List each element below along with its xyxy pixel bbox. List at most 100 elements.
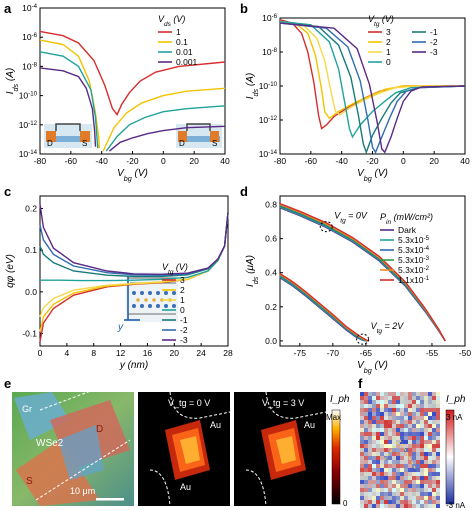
noise-cell — [424, 436, 428, 440]
noise-cell — [396, 412, 400, 416]
noise-cell — [432, 396, 436, 400]
noise-cell — [388, 496, 392, 500]
noise-cell — [404, 468, 408, 472]
noise-cell — [420, 392, 424, 396]
noise-cell — [436, 448, 440, 452]
legend-label: -2 — [430, 37, 438, 47]
x-tick-label: -20 — [366, 156, 379, 166]
noise-cell — [432, 488, 436, 492]
noise-cell — [380, 420, 384, 424]
noise-cell — [396, 472, 400, 476]
noise-cell — [408, 480, 412, 484]
noise-cell — [408, 500, 412, 504]
noise-cell — [428, 464, 432, 468]
y-tick-label: 0.2 — [25, 204, 37, 214]
noise-cell — [436, 412, 440, 416]
noise-cell — [420, 476, 424, 480]
label-source: S — [26, 476, 33, 487]
noise-cell — [416, 392, 420, 396]
noise-cell — [400, 428, 404, 432]
noise-cell — [388, 392, 392, 396]
noise-cell — [384, 396, 388, 400]
noise-cell — [412, 460, 416, 464]
noise-cell — [388, 416, 392, 420]
noise-cell — [360, 412, 364, 416]
noise-cell — [420, 496, 424, 500]
noise-cell — [408, 392, 412, 396]
noise-cell — [436, 424, 440, 428]
noise-cell — [436, 464, 440, 468]
noise-cell — [412, 496, 416, 500]
series-line-0.01 — [105, 105, 226, 152]
noise-cell — [400, 476, 404, 480]
noise-cell — [400, 448, 404, 452]
noise-cell — [368, 468, 372, 472]
y-tick-label: 10-14 — [19, 149, 38, 160]
noise-cell — [420, 488, 424, 492]
noise-cell — [376, 444, 380, 448]
noise-cell — [400, 436, 404, 440]
noise-cell — [400, 412, 404, 416]
noise-cell — [380, 436, 384, 440]
noise-cell — [392, 500, 396, 504]
noise-cell — [412, 480, 416, 484]
noise-cell — [428, 392, 432, 396]
x-tick-label: -80 — [274, 156, 287, 166]
noise-cell — [436, 396, 440, 400]
noise-cell — [368, 500, 372, 504]
noise-cell — [364, 432, 368, 436]
noise-cell — [388, 472, 392, 476]
noise-cell — [360, 420, 364, 424]
noise-cell — [420, 436, 424, 440]
noise-cell — [412, 444, 416, 448]
noise-cell — [412, 484, 416, 488]
noise-cell — [368, 464, 372, 468]
noise-cell — [388, 396, 392, 400]
noise-cell — [420, 464, 424, 468]
noise-cell — [372, 432, 376, 436]
x-tick-label: 20 — [429, 156, 439, 166]
series-line-1 — [39, 30, 226, 116]
noise-cell — [360, 444, 364, 448]
noise-cell — [372, 420, 376, 424]
noise-cell — [420, 504, 424, 508]
noise-cell — [400, 408, 404, 412]
noise-cell — [388, 476, 392, 480]
noise-cell — [432, 448, 436, 452]
colorbar-f-max: 3 nA — [446, 413, 463, 422]
noise-cell — [376, 468, 380, 472]
noise-cell — [388, 444, 392, 448]
noise-cell — [424, 440, 428, 444]
noise-cell — [400, 500, 404, 504]
y-tick-label: 10-8 — [262, 47, 278, 58]
series-line--2 — [279, 22, 466, 154]
noise-cell — [424, 424, 428, 428]
noise-cell — [428, 404, 432, 408]
noise-cell — [428, 476, 432, 480]
noise-cell — [372, 456, 376, 460]
noise-cell — [376, 420, 380, 424]
annotation-2v: Vtg = 2V — [371, 321, 405, 335]
noise-cell — [420, 492, 424, 496]
noise-cell — [432, 436, 436, 440]
x-tick-label: -50 — [459, 348, 472, 358]
noise-cell — [400, 392, 404, 396]
noise-cell — [412, 488, 416, 492]
noise-cell — [372, 412, 376, 416]
noise-cell — [380, 464, 384, 468]
x-tick-label: 0 — [401, 156, 406, 166]
y-tick-label: 10-6 — [262, 13, 278, 24]
noise-cell — [360, 500, 364, 504]
noise-cell — [432, 440, 436, 444]
noise-cell — [396, 416, 400, 420]
noise-cell — [420, 420, 424, 424]
noise-cell — [428, 444, 432, 448]
noise-cell — [420, 452, 424, 456]
noise-cell — [408, 468, 412, 472]
noise-cell — [428, 456, 432, 460]
series-line--1 — [279, 22, 466, 155]
noise-cell — [436, 416, 440, 420]
noise-cell — [420, 412, 424, 416]
noise-cell — [368, 396, 372, 400]
svg-text:S: S — [212, 139, 217, 148]
